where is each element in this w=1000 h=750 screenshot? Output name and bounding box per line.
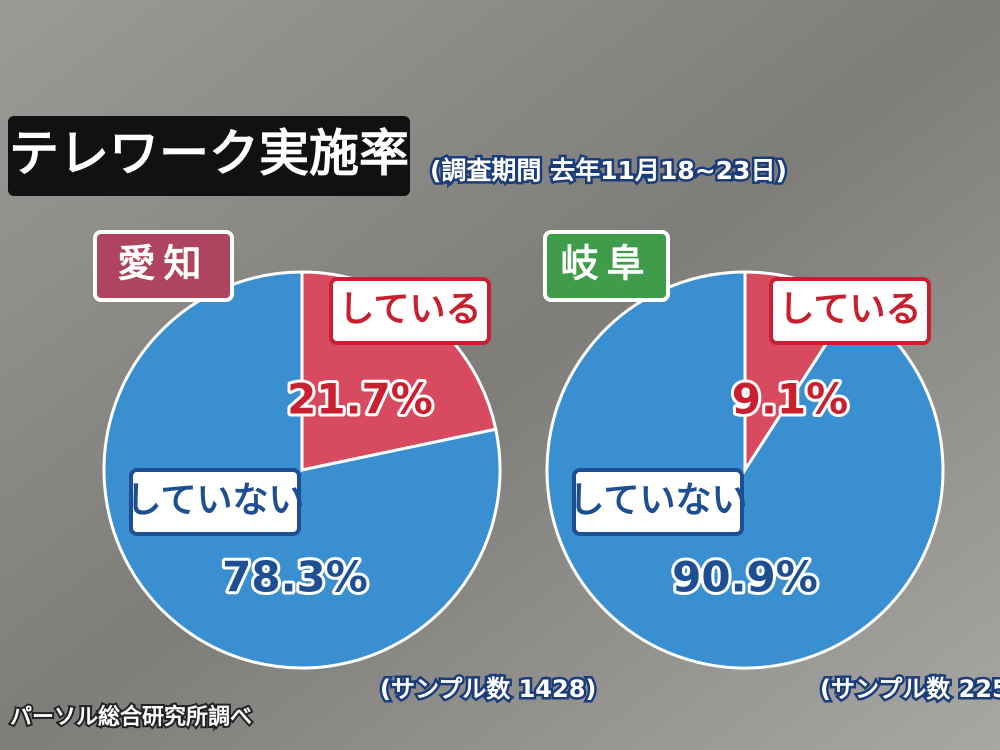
value-label: 21.7% bbox=[287, 375, 433, 424]
chart-title: 愛知 bbox=[117, 242, 209, 286]
category-label-box bbox=[572, 468, 744, 536]
pie-slice bbox=[545, 270, 945, 670]
value-label: 78.3% bbox=[222, 553, 368, 602]
category-label: している bbox=[779, 289, 922, 330]
category-label: している bbox=[339, 289, 482, 330]
page-subtitle: (調査期間 去年11月18~23日) bbox=[430, 156, 787, 185]
chart-title-box bbox=[543, 230, 670, 302]
category-label-box bbox=[329, 277, 491, 345]
category-label: していない bbox=[126, 480, 305, 521]
value-label: 90.9% bbox=[672, 553, 818, 602]
chart-title-box bbox=[93, 230, 234, 302]
chart-title: 岐阜 bbox=[560, 242, 652, 286]
sample-note: (サンプル数 225) bbox=[820, 675, 1000, 703]
title-box bbox=[8, 116, 410, 196]
source: パーソル総合研究所調べ bbox=[10, 704, 252, 730]
category-label-box bbox=[129, 468, 301, 536]
category-label-box bbox=[769, 277, 931, 345]
sample-note: (サンプル数 1428) bbox=[380, 675, 596, 703]
pie-slice bbox=[102, 270, 502, 670]
page-title: テレワーク実施率 bbox=[9, 125, 409, 183]
value-label: 9.1% bbox=[732, 375, 848, 424]
category-label: していない bbox=[569, 480, 748, 521]
